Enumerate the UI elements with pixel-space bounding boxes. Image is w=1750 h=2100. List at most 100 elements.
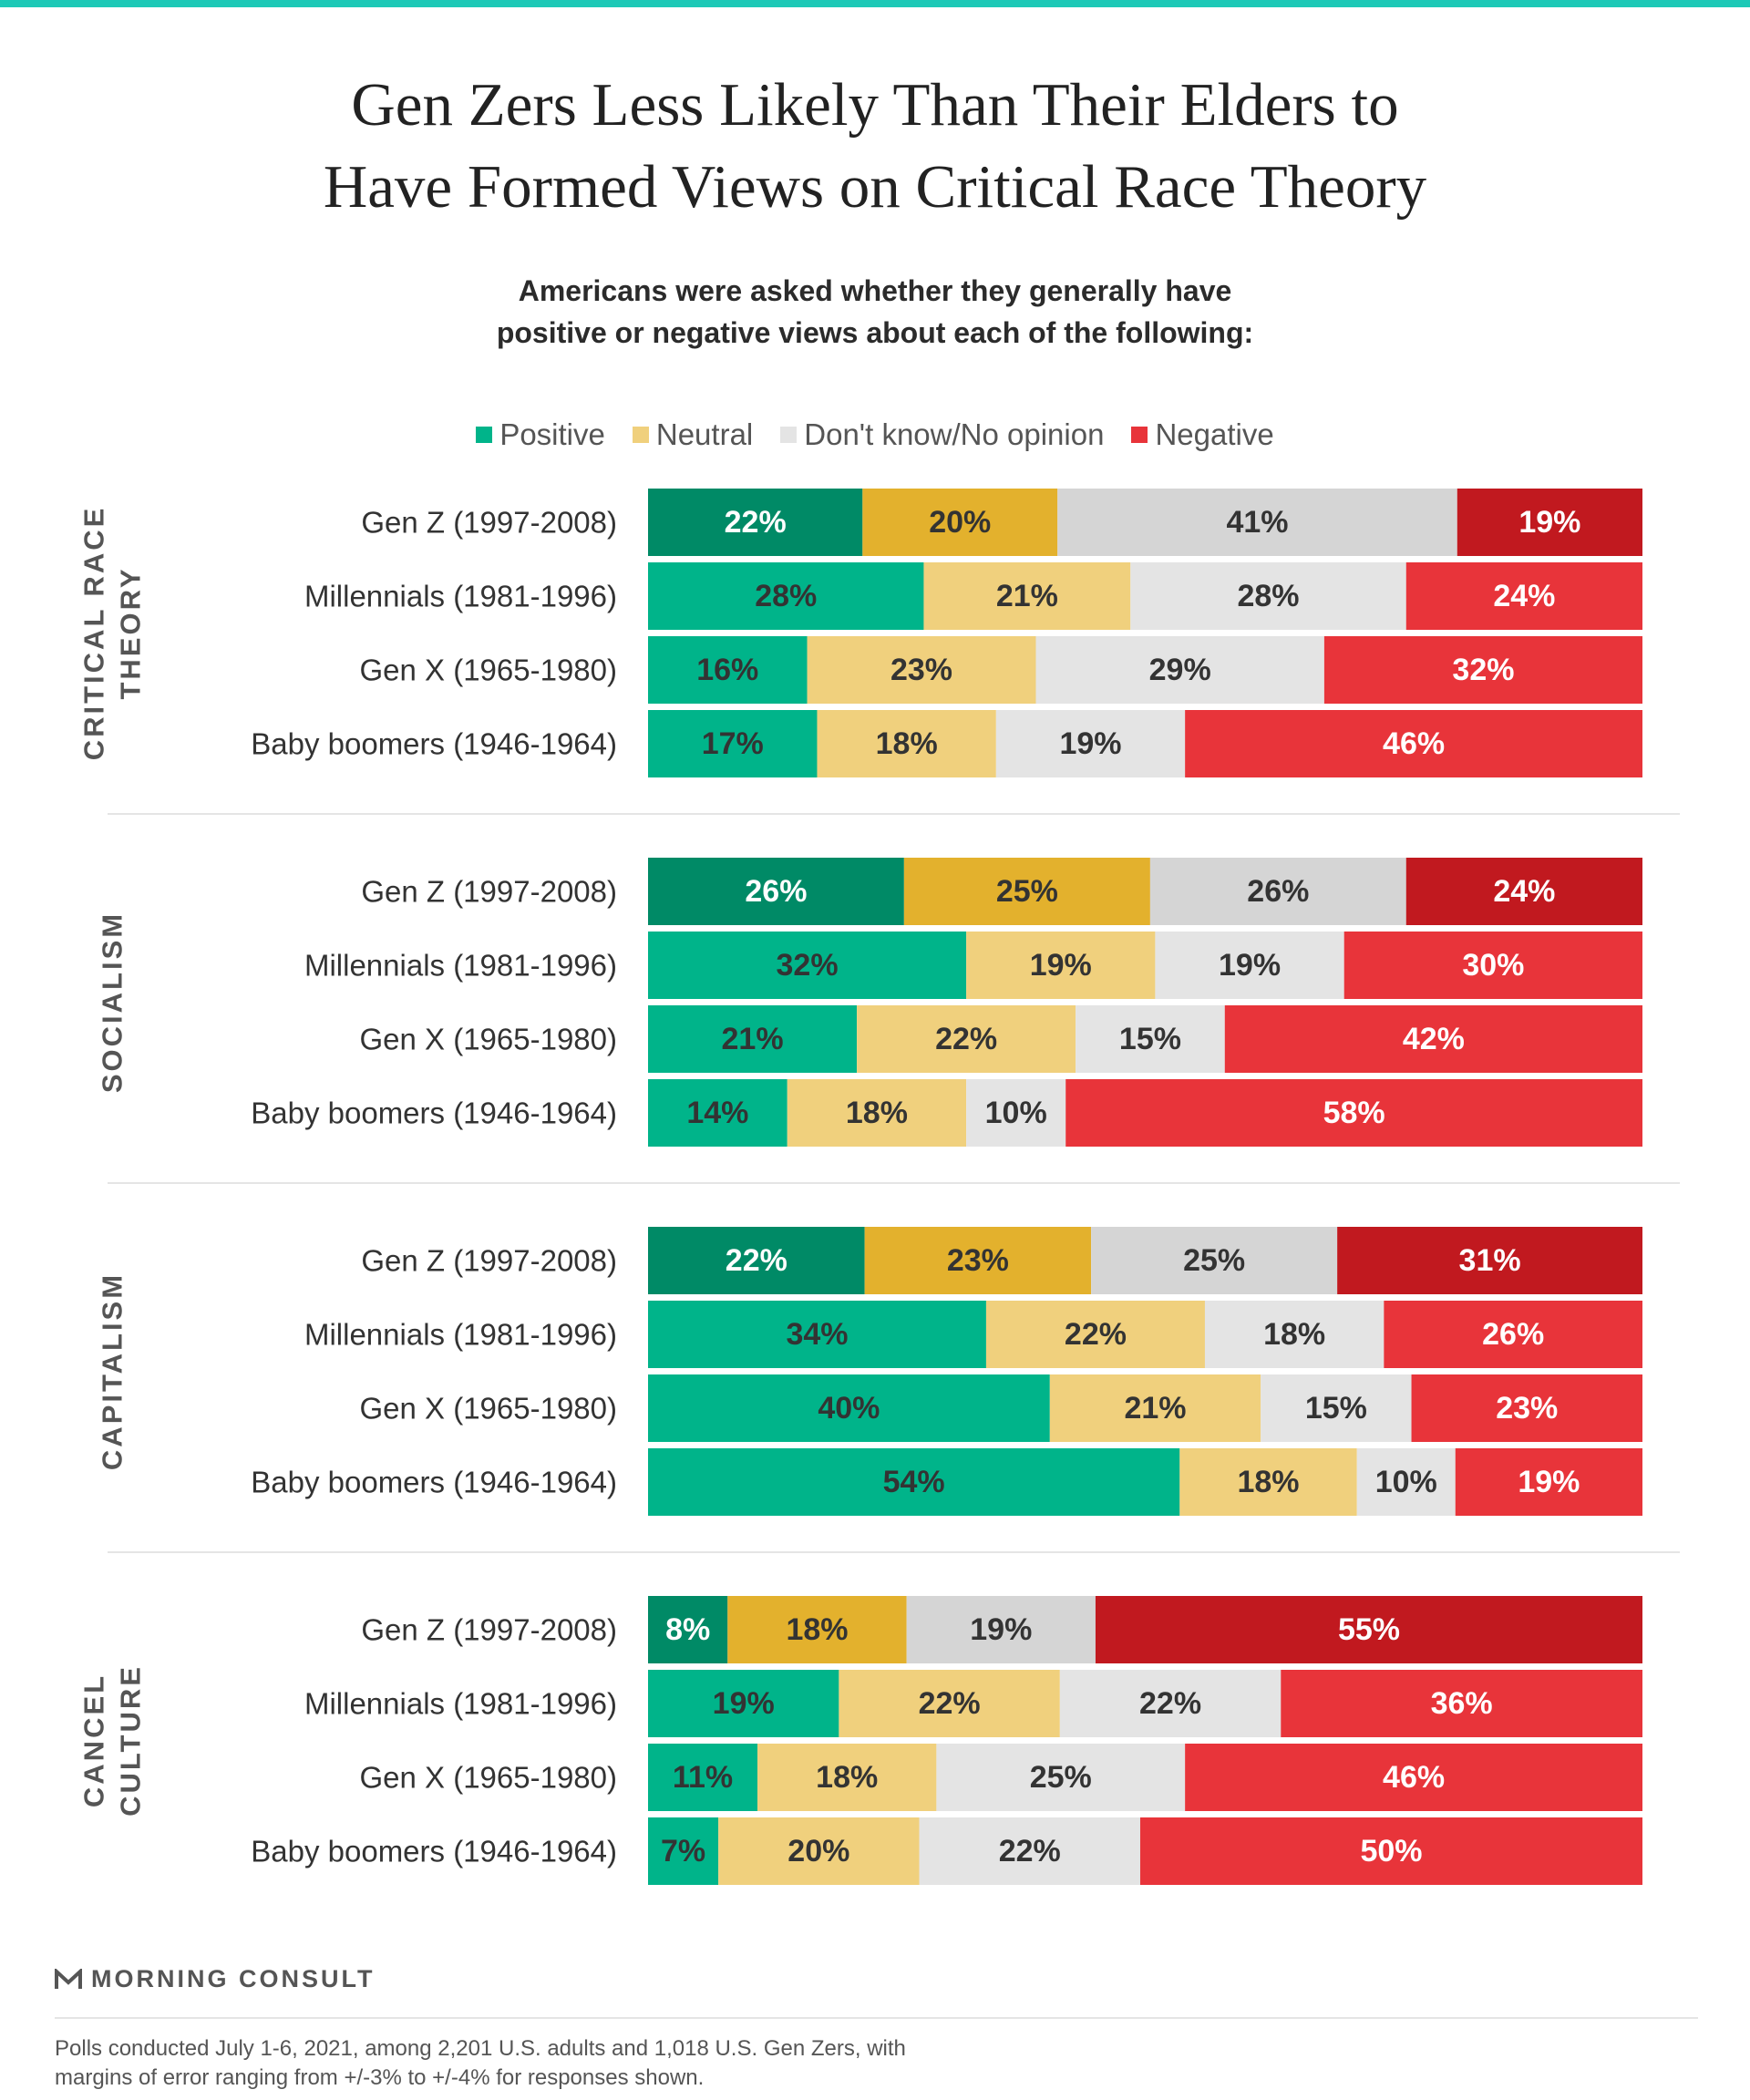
data-label: 11% [673, 1760, 733, 1795]
chart-subtitle: Americans were asked whether they genera… [0, 270, 1750, 354]
footnote-line-1: Polls conducted July 1-6, 2021, among 2,… [55, 2036, 906, 2061]
data-label: 18% [1263, 1317, 1325, 1352]
data-label: 22% [999, 1834, 1061, 1868]
bar-segment-dontknow [1155, 932, 1344, 999]
legend-swatch [632, 427, 649, 443]
legend-label: Neutral [655, 417, 754, 451]
data-label: 10% [1375, 1465, 1437, 1499]
footnote-line-2: margins of error ranging from +/-3% to +… [55, 2065, 705, 2090]
data-label: 19% [713, 1686, 775, 1721]
data-label: 23% [947, 1243, 1009, 1278]
bar-segment-negative [1405, 562, 1642, 630]
data-label: 19% [970, 1612, 1032, 1647]
footer-divider [55, 2017, 1698, 2019]
data-label: 15% [1305, 1391, 1367, 1426]
bar-segment-neutral [864, 1227, 1092, 1294]
bar-segment-negative [1185, 710, 1642, 777]
data-label: 26% [1247, 874, 1309, 909]
bar-segment-neutral [903, 858, 1150, 925]
data-label: 24% [1493, 579, 1555, 613]
data-label: 7% [661, 1834, 705, 1868]
bar-segment-negative [1281, 1670, 1642, 1737]
bar-segment-neutral [727, 1596, 907, 1663]
group-label: CULTURE [115, 1664, 147, 1817]
data-label: 18% [846, 1096, 908, 1130]
data-label: 28% [1237, 579, 1299, 613]
data-label: 22% [725, 505, 787, 540]
bar-segment-positive [648, 1227, 865, 1294]
bar-segment-neutral [817, 710, 996, 777]
data-label: 19% [1518, 505, 1580, 540]
bar-segment-positive [648, 1301, 986, 1368]
bar-segment-neutral [839, 1670, 1060, 1737]
row-label: Gen Z (1997-2008) [361, 506, 617, 540]
legend-swatch [476, 427, 493, 443]
legend-item: Negative [1131, 417, 1274, 452]
row-label: Gen Z (1997-2008) [361, 1613, 617, 1647]
data-label: 19% [1059, 726, 1121, 761]
data-label: 22% [1065, 1317, 1127, 1352]
data-label: 25% [1030, 1760, 1092, 1795]
data-label: 46% [1383, 1760, 1445, 1795]
bar-segment-positive [648, 489, 863, 556]
data-label: 19% [1030, 948, 1092, 983]
data-label: 14% [686, 1096, 748, 1130]
bar-segment-positive [648, 1374, 1050, 1442]
row-label: Gen X (1965-1980) [359, 1023, 617, 1056]
bar-segment-negative [1343, 932, 1642, 999]
bar-segment-neutral [966, 932, 1156, 999]
data-label: 20% [788, 1834, 849, 1868]
bar-segment-negative [1065, 1079, 1642, 1147]
row-label: Baby boomers (1946-1964) [251, 727, 617, 761]
bar-segment-dontknow [1149, 858, 1406, 925]
bar-segment-negative [1405, 858, 1642, 925]
bar-segment-neutral [757, 1744, 937, 1811]
bar-segment-negative [1139, 1817, 1642, 1885]
data-label: 36% [1431, 1686, 1493, 1721]
data-label: 26% [1482, 1317, 1544, 1352]
data-label: 32% [1452, 653, 1514, 687]
group-label: SOCIALISM [97, 911, 129, 1093]
group-label: CRITICAL RACE [78, 506, 110, 761]
bar-segment-positive [648, 1744, 758, 1811]
row-label: Millennials (1981-1996) [304, 580, 617, 613]
group-label: CANCEL [78, 1673, 110, 1807]
data-label: 19% [1219, 948, 1281, 983]
data-label: 21% [996, 579, 1058, 613]
data-label: 17% [702, 726, 764, 761]
row-label: Millennials (1981-1996) [304, 1318, 617, 1352]
bar-segment-dontknow [1035, 636, 1324, 704]
chart-title-line-2: Have Formed Views on Critical Race Theor… [323, 153, 1427, 221]
data-label: 58% [1323, 1096, 1385, 1130]
data-label: 25% [1183, 1243, 1245, 1278]
bar-segment-dontknow [1130, 562, 1406, 630]
bar-segment-dontknow [1059, 1670, 1282, 1737]
legend-label: Positive [499, 417, 605, 451]
bar-segment-neutral [807, 636, 1036, 704]
bar-segment-dontknow [919, 1817, 1140, 1885]
bar-segment-neutral [857, 1005, 1076, 1073]
data-label: 22% [919, 1686, 981, 1721]
bar-segment-dontknow [1091, 1227, 1338, 1294]
data-label: 40% [818, 1391, 880, 1426]
group-label: CAPITALISM [97, 1272, 129, 1470]
top-accent-bar [0, 0, 1750, 7]
row-label: Millennials (1981-1996) [304, 1687, 617, 1721]
bar-segment-dontknow [995, 710, 1186, 777]
bar-segment-positive [648, 1817, 719, 1885]
row-label: Baby boomers (1946-1964) [251, 1835, 617, 1868]
bar-segment-positive [648, 1448, 1180, 1516]
data-label: 8% [665, 1612, 710, 1647]
bar-segment-dontknow [906, 1596, 1096, 1663]
data-label: 22% [1139, 1686, 1201, 1721]
bar-segment-negative [1224, 1005, 1642, 1073]
data-label: 23% [1496, 1391, 1558, 1426]
morning-consult-logo-icon [55, 1968, 82, 1989]
legend-item: Neutral [632, 417, 754, 452]
data-label: 46% [1383, 726, 1445, 761]
legend-swatch [780, 427, 798, 443]
bar-segment-neutral [862, 489, 1058, 556]
chart-title-line-1: Gen Zers Less Likely Than Their Elders t… [351, 71, 1399, 139]
row-label: Millennials (1981-1996) [304, 949, 617, 983]
row-label: Gen X (1965-1980) [359, 654, 617, 687]
